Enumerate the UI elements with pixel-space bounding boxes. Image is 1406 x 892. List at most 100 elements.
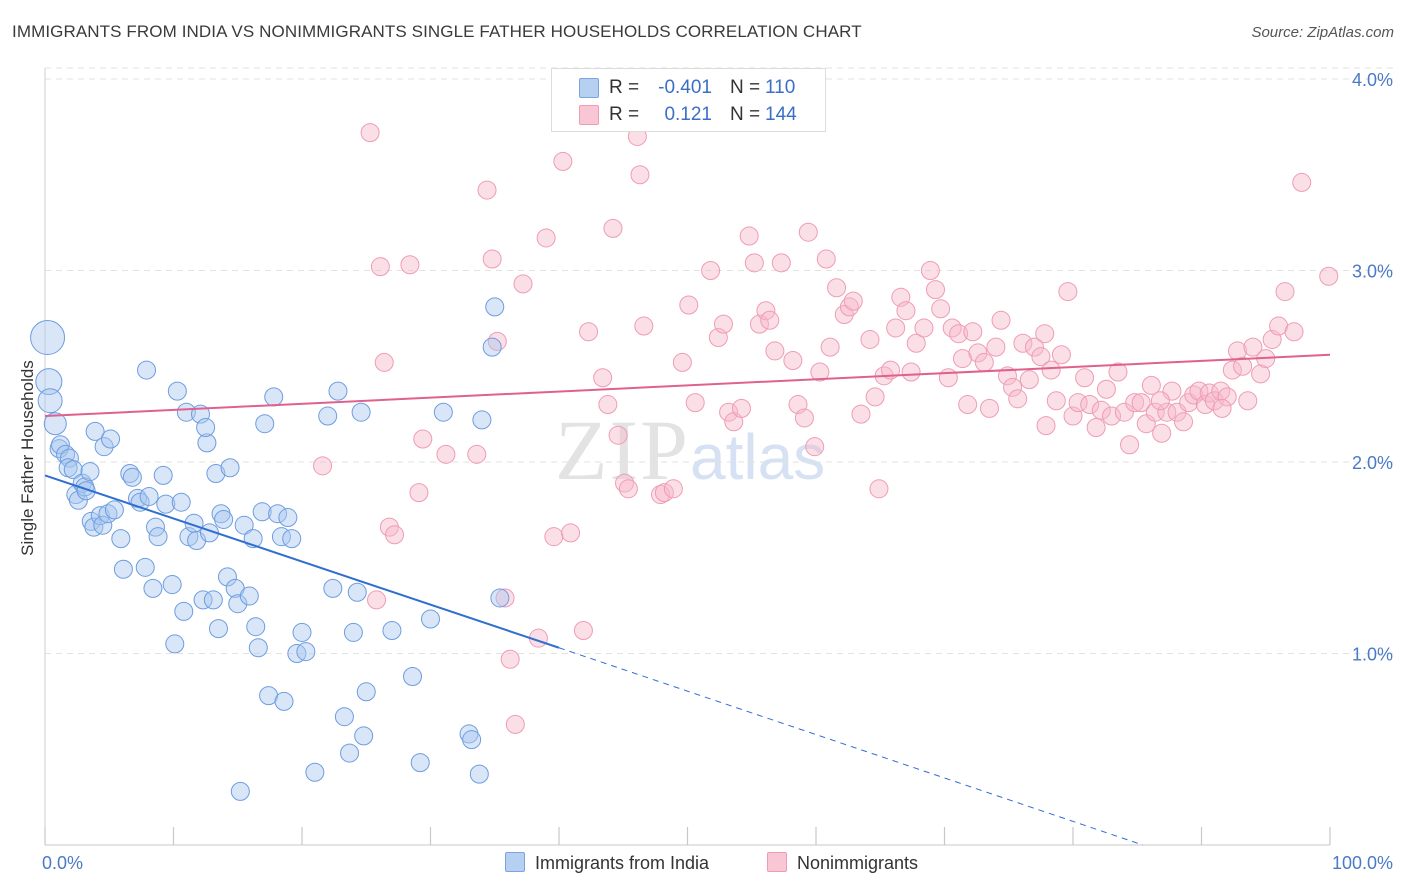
- nonimmigrants-point: [798, 222, 818, 242]
- nonimmigrants-point: [385, 525, 405, 545]
- nonimmigrants-point: [869, 479, 889, 499]
- india-point: [239, 586, 259, 606]
- nonimmigrants-point: [1125, 393, 1145, 413]
- india-point: [208, 619, 228, 639]
- india-point: [113, 559, 133, 579]
- india-point: [482, 337, 502, 357]
- india-point: [246, 617, 266, 637]
- india-point: [356, 682, 376, 702]
- india-point: [248, 638, 268, 658]
- bottom-legend-swatch-india: [505, 852, 525, 872]
- india-point: [343, 622, 363, 642]
- india-point: [252, 502, 272, 522]
- nonimmigrants-point: [931, 299, 951, 319]
- nonimmigrants-point: [851, 404, 871, 424]
- india-point: [485, 297, 505, 317]
- nonimmigrants-point: [487, 331, 507, 351]
- x-tick-label: 0.0%: [42, 853, 83, 873]
- watermark-zip: ZIP: [555, 402, 690, 498]
- india-point: [143, 578, 163, 598]
- india-point: [63, 460, 83, 480]
- source-label: Source: ZipAtlas.com: [1251, 24, 1394, 41]
- y-tick-label: 3.0%: [1352, 262, 1393, 282]
- india-point: [156, 494, 176, 514]
- nonimmigrants-point: [413, 429, 433, 449]
- india-point: [230, 781, 250, 801]
- legend-r-value: 0.121: [664, 104, 712, 125]
- nonimmigrants-point: [1238, 391, 1258, 411]
- nonimmigrants-point: [1024, 337, 1044, 357]
- nonimmigrants-point: [593, 368, 613, 388]
- india-point: [340, 743, 360, 763]
- legend-r-value: -0.401: [658, 77, 712, 98]
- y-tick-label: 2.0%: [1352, 453, 1393, 473]
- india-point: [214, 509, 234, 529]
- india-point: [278, 508, 298, 528]
- india-trend-extension: [558, 647, 1144, 846]
- nonimmigrants-point: [400, 255, 420, 275]
- india-point: [148, 527, 168, 547]
- india-point: [351, 402, 371, 422]
- india-point: [328, 381, 348, 401]
- india-point: [296, 642, 316, 662]
- nonimmigrants-trend-line: [44, 353, 1331, 418]
- nonimmigrants-point: [979, 398, 999, 418]
- bottom-legend-nonimmigrants: Nonimmigrants: [767, 852, 918, 874]
- india-point: [93, 515, 113, 535]
- nonimmigrants-point: [618, 479, 638, 499]
- nonimmigrants-point: [839, 297, 859, 317]
- nonimmigrants-point: [1080, 395, 1100, 415]
- chart-title: IMMIGRANTS FROM INDIA VS NONIMMIGRANTS S…: [12, 22, 862, 41]
- nonimmigrants-point: [805, 437, 825, 457]
- tick-labels: 1.0% 2.0% 3.0% 4.0% 0.0% 100.0%: [42, 70, 1393, 873]
- nonimmigrants-point: [1284, 322, 1304, 342]
- india-points: [30, 297, 510, 801]
- watermark: ZIPatlas: [555, 400, 825, 500]
- india-point: [228, 594, 248, 614]
- nonimmigrants-point: [896, 301, 916, 321]
- nonimmigrants-point: [719, 402, 739, 422]
- india-point: [122, 467, 142, 487]
- india-point: [35, 368, 63, 396]
- nonimmigrants-point: [1212, 398, 1232, 418]
- nonimmigrants-point: [1251, 364, 1271, 384]
- india-point: [94, 437, 114, 457]
- nonimmigrants-point: [553, 151, 573, 171]
- nonimmigrants-point: [679, 295, 699, 315]
- india-point: [255, 414, 275, 434]
- india-point: [203, 590, 223, 610]
- nonimmigrants-point: [663, 479, 683, 499]
- nonimmigrants-point: [1086, 418, 1106, 438]
- nonimmigrants-point: [513, 274, 533, 294]
- india-point: [137, 360, 157, 380]
- india-point: [50, 435, 70, 455]
- india-point: [85, 421, 105, 441]
- nonimmigrants-point: [360, 123, 380, 143]
- india-point: [305, 762, 325, 782]
- nonimmigrants-point: [963, 322, 983, 342]
- nonimmigrants-point: [603, 218, 623, 238]
- nonimmigrants-point: [1036, 416, 1056, 436]
- nonimmigrants-point: [1108, 362, 1128, 382]
- india-point: [433, 402, 453, 422]
- india-point: [162, 575, 182, 595]
- india-point: [139, 486, 159, 506]
- nonimmigrants-point: [886, 318, 906, 338]
- nonimmigrants-point: [1051, 345, 1071, 365]
- nonimmigrants-point: [630, 165, 650, 185]
- trend-lines: [44, 353, 1331, 846]
- nonimmigrants-point: [958, 395, 978, 415]
- nonimmigrants-point: [739, 226, 759, 246]
- nonimmigrants-point: [1131, 393, 1151, 413]
- nonimmigrants-point: [906, 333, 926, 353]
- nonimmigrants-point: [544, 527, 564, 547]
- nonimmigrants-point: [467, 444, 487, 464]
- nonimmigrants-point: [810, 362, 830, 382]
- nonimmigrants-point: [1058, 282, 1078, 302]
- nonimmigrants-point: [1174, 412, 1194, 432]
- nonimmigrants-point: [1035, 324, 1055, 344]
- y-tick-label: 1.0%: [1352, 645, 1393, 665]
- nonimmigrants-point: [744, 253, 764, 273]
- nonimmigrants-point: [1319, 266, 1339, 286]
- india-point: [334, 707, 354, 727]
